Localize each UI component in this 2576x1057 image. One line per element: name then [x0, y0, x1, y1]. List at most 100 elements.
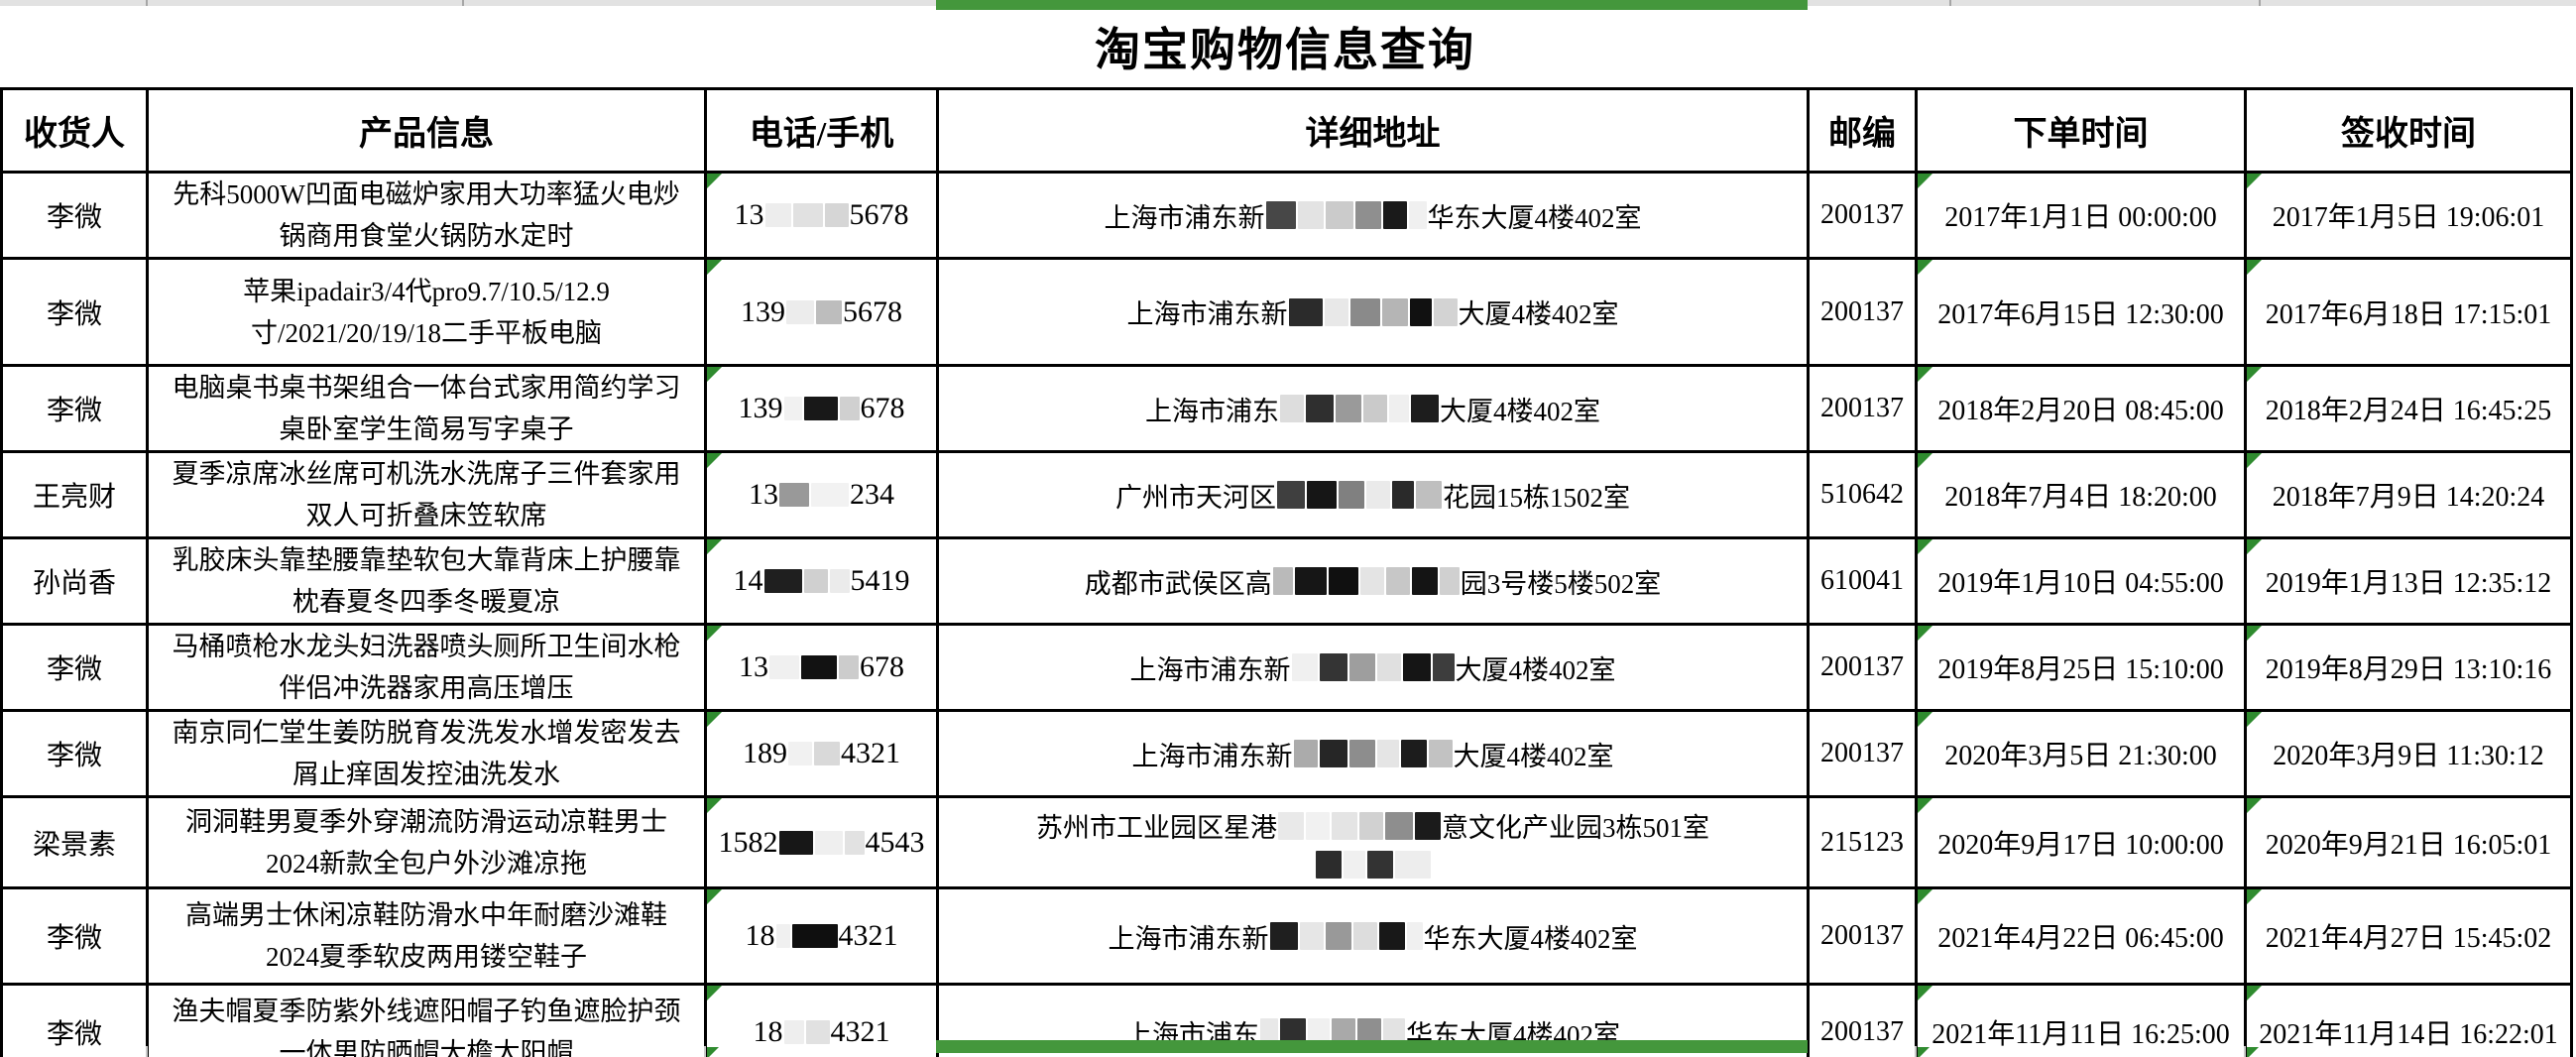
cell-order_time[interactable]: 2021年11月11日 16:25:00: [1915, 983, 2247, 1057]
cell-postcode[interactable]: 610041: [1807, 536, 1918, 626]
column-gridline-tick: [146, 0, 148, 6]
cell-order_time[interactable]: 2019年8月25日 15:10:00: [1915, 623, 2247, 712]
cell-address[interactable]: 上海市浦东 大厦4楼402室: [936, 364, 1810, 453]
cell-sign_time[interactable]: 2017年1月5日 19:06:01: [2244, 171, 2573, 260]
cell-sign_time[interactable]: 2021年11月14日 16:22:01: [2244, 983, 2573, 1057]
cell-recipient[interactable]: 李微: [0, 257, 149, 367]
cell-product[interactable]: 马桶喷枪水龙头妇洗器喷头厕所卫生间水枪伴侣冲洗器家用高压增压: [146, 623, 707, 712]
cell-product[interactable]: 夏季凉席冰丝席可机洗水洗席子三件套家用双人可折叠床笠软席: [146, 450, 707, 539]
cell-phone[interactable]: 14 5419: [704, 536, 939, 626]
cell-sign_time[interactable]: 2020年9月21日 16:05:01: [2244, 795, 2573, 889]
postcode-text: 610041: [1820, 565, 1904, 596]
cell-address[interactable]: 广州市天河区 花园15栋1502室: [936, 450, 1810, 539]
redaction-box: [786, 299, 814, 324]
column-gridline-tick: [2259, 0, 2261, 6]
cell-sign_time[interactable]: 2017年6月18日 17:15:01: [2244, 257, 2573, 367]
cell-address[interactable]: 上海市浦东新 华东大厦4楼402室: [936, 171, 1810, 260]
header-recipient[interactable]: 收货人: [0, 87, 149, 174]
product-text: 乳胶床头靠垫腰靠垫软包大靠背床上护腰靠枕春夏冬四季冬暖夏凉: [172, 545, 681, 617]
header-postcode[interactable]: 邮编: [1807, 87, 1918, 174]
cell-product[interactable]: 电脑桌书桌书架组合一体台式家用简约学习桌卧室学生简易写字桌子: [146, 364, 707, 453]
redaction-box: [764, 203, 791, 227]
redaction-box: [1277, 481, 1305, 509]
cell-sign_time[interactable]: 2018年2月24日 16:45:25: [2244, 364, 2573, 453]
cell-address[interactable]: 上海市浦东新 大厦4楼402室: [936, 709, 1810, 798]
cell-recipient[interactable]: 李微: [0, 886, 149, 986]
cell-phone[interactable]: 189 4321: [704, 709, 939, 798]
cell-address[interactable]: 成都市武侯区高 园3号楼5楼502室: [936, 536, 1810, 626]
cell-address[interactable]: 上海市浦东新 大厦4楼402室: [936, 623, 1810, 712]
cell-order_time[interactable]: 2018年2月20日 08:45:00: [1915, 364, 2247, 453]
cell-sign_time[interactable]: 2019年8月29日 13:10:16: [2244, 623, 2573, 712]
cell-phone[interactable]: 139 5678: [704, 257, 939, 367]
redaction-box: [1272, 567, 1293, 595]
redaction-box: [1348, 653, 1375, 681]
phone-visible-suffix: 234: [850, 478, 894, 511]
cell-postcode[interactable]: 200137: [1807, 886, 1918, 986]
cell-phone[interactable]: 13 678: [704, 623, 939, 712]
cell-sign_time[interactable]: 2021年4月27日 15:45:02: [2244, 886, 2573, 986]
order_time-text: 2020年9月17日 10:00:00: [1937, 829, 2224, 861]
cell-postcode[interactable]: 200137: [1807, 709, 1918, 798]
cell-order_time[interactable]: 2020年3月5日 21:30:00: [1915, 709, 2247, 798]
header-sign_time[interactable]: 签收时间: [2244, 87, 2573, 174]
redaction-box: [1389, 395, 1409, 422]
sign_time-text: 2020年9月21日 16:05:01: [2265, 829, 2552, 861]
sign_time-text: 2017年6月18日 17:15:01: [2265, 298, 2552, 330]
cell-address[interactable]: 苏州市工业园区星港 意文化产业园3栋501室: [936, 795, 1810, 889]
cell-phone[interactable]: 139 678: [704, 364, 939, 453]
header-order_time[interactable]: 下单时间: [1915, 87, 2247, 174]
sign_time-text: 2021年11月14日 16:22:01: [2259, 1019, 2558, 1051]
cell-recipient[interactable]: 王亮财: [0, 450, 149, 539]
cell-postcode[interactable]: 510642: [1807, 450, 1918, 539]
cell-phone[interactable]: 18 4321: [704, 886, 939, 986]
cell-postcode[interactable]: 200137: [1807, 171, 1918, 260]
cell-postcode[interactable]: 200137: [1807, 257, 1918, 367]
cell-recipient[interactable]: 李微: [0, 364, 149, 453]
product-text: 南京同仁堂生姜防脱育发洗发水增发密发去屑止痒固发控油洗发水: [172, 718, 681, 789]
header-product[interactable]: 产品信息: [146, 87, 707, 174]
cell-address[interactable]: 上海市浦东新 华东大厦4楼402室: [936, 886, 1810, 986]
redaction-box: [1415, 811, 1441, 840]
cell-order_time[interactable]: 2021年4月22日 06:45:00: [1915, 886, 2247, 986]
cell-product[interactable]: 南京同仁堂生姜防脱育发洗发水增发密发去屑止痒固发控油洗发水: [146, 709, 707, 798]
cell-address[interactable]: 上海市浦东新 大厦4楼402室: [936, 257, 1810, 367]
cell-phone[interactable]: 13 5678: [704, 171, 939, 260]
cell-sign_time[interactable]: 2018年7月9日 14:20:24: [2244, 450, 2573, 539]
column-gridline-tick: [1949, 0, 1951, 6]
cell-product[interactable]: 苹果ipadair3/4代pro9.7/10.5/12.9寸/2021/20/1…: [146, 257, 707, 367]
cell-order_time[interactable]: 2017年1月1日 00:00:00: [1915, 171, 2247, 260]
cell-recipient[interactable]: 李微: [0, 709, 149, 798]
header-phone[interactable]: 电话/手机: [704, 87, 939, 174]
cell-order_time[interactable]: 2019年1月10日 04:55:00: [1915, 536, 2247, 626]
redaction-box: [1288, 297, 1323, 326]
cell-postcode[interactable]: 200137: [1807, 983, 1918, 1057]
cell-recipient[interactable]: 李微: [0, 171, 149, 260]
cell-recipient[interactable]: 李微: [0, 983, 149, 1057]
cell-order_time[interactable]: 2020年9月17日 10:00:00: [1915, 795, 2247, 889]
cell-order_time[interactable]: 2017年6月15日 12:30:00: [1915, 257, 2247, 367]
cell-postcode[interactable]: 215123: [1807, 795, 1918, 889]
cell-recipient[interactable]: 梁景素: [0, 795, 149, 889]
cell-order_time[interactable]: 2018年7月4日 18:20:00: [1915, 450, 2247, 539]
cell-postcode[interactable]: 200137: [1807, 364, 1918, 453]
sheet-title[interactable]: 淘宝购物信息查询: [1095, 25, 1475, 75]
cell-phone[interactable]: 1582 4543: [704, 795, 939, 889]
cell-recipient[interactable]: 孙尚香: [0, 536, 149, 626]
order_time-text: 2018年7月4日 18:20:00: [1944, 482, 2217, 513]
header-address[interactable]: 详细地址: [936, 87, 1810, 174]
cell-recipient[interactable]: 李微: [0, 623, 149, 712]
cell-product[interactable]: 先科5000W凹面电磁炉家用大功率猛火电炒锅商用食堂火锅防水定时: [146, 171, 707, 260]
cell-sign_time[interactable]: 2019年1月13日 12:35:12: [2244, 536, 2573, 626]
cell-phone[interactable]: 13 234: [704, 450, 939, 539]
cell-product[interactable]: 高端男士休闲凉鞋防滑水中年耐磨沙滩鞋2024夏季软皮两用镂空鞋子: [146, 886, 707, 986]
cell-product[interactable]: 渔夫帽夏季防紫外线遮阳帽子钓鱼遮脸护颈一体男防晒帽大檐太阳帽: [146, 983, 707, 1057]
recipient-text: 李微: [46, 923, 102, 954]
address-redacted-text: 广州市天河区 花园15栋1502室: [941, 476, 1806, 515]
cell-product[interactable]: 乳胶床头靠垫腰靠垫软包大靠背床上护腰靠枕春夏冬四季冬暖夏凉: [146, 536, 707, 626]
cell-product[interactable]: 洞洞鞋男夏季外穿潮流防滑运动凉鞋男士2024新款全包户外沙滩凉拖: [146, 795, 707, 889]
redaction-box: [1306, 395, 1334, 422]
cell-phone[interactable]: 18 4321: [704, 983, 939, 1057]
cell-postcode[interactable]: 200137: [1807, 623, 1918, 712]
cell-sign_time[interactable]: 2020年3月9日 11:30:12: [2244, 709, 2573, 798]
